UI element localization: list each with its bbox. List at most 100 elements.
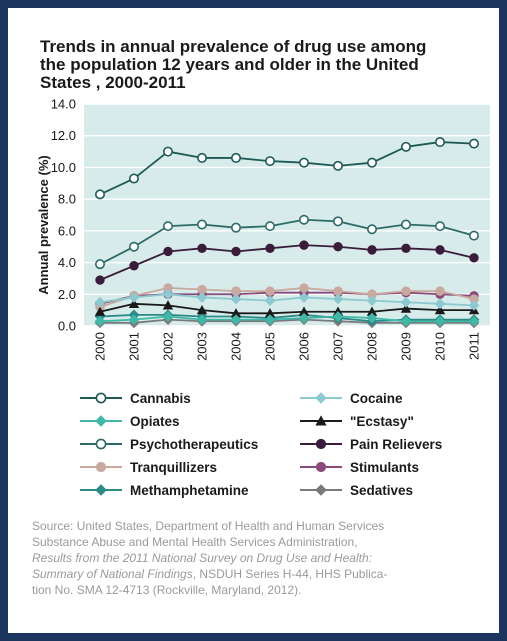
data-point [265, 221, 276, 232]
data-point [95, 275, 105, 285]
data-point [197, 219, 208, 230]
data-point [163, 221, 174, 232]
data-point [366, 312, 378, 324]
legend-item: Cannabis [78, 388, 191, 408]
data-point [366, 306, 378, 316]
data-point [231, 246, 241, 257]
series-line [100, 318, 474, 324]
data-point [162, 288, 174, 300]
data-point [299, 240, 309, 250]
data-point [162, 311, 174, 322]
legend-item: Cocaine [298, 388, 403, 408]
legend-label: Cannabis [130, 390, 191, 406]
data-point [400, 315, 412, 327]
series-line [99, 315, 474, 323]
data-point [196, 304, 208, 315]
x-tick-label: 2001 [127, 332, 142, 361]
y-tick-label: 0.0 [58, 319, 76, 334]
x-tick-label: 2008 [365, 332, 380, 361]
data-point [400, 303, 412, 313]
series-line [99, 302, 474, 315]
legend-marker [315, 461, 327, 473]
data-point [435, 286, 445, 296]
y-tick-label: 14.0 [51, 97, 76, 112]
source-line: Source: United States, Department of Hea… [32, 519, 385, 533]
data-point [468, 230, 479, 241]
legend-item: Pain Relievers [298, 434, 442, 454]
data-point [230, 308, 242, 318]
data-point [332, 216, 343, 227]
data-point [469, 253, 479, 263]
legend-item: Sedatives [298, 480, 413, 500]
data-point [128, 292, 140, 303]
title-line: the population 12 years and older in the… [40, 55, 419, 74]
legend-marker [315, 415, 327, 426]
legend-marker [95, 484, 107, 496]
data-point [230, 314, 242, 326]
source-note: Source: United States, Department of Hea… [32, 518, 502, 598]
title-line: Trends in annual prevalence of drug use … [40, 37, 427, 56]
legend-label: Opiates [130, 413, 180, 429]
data-point [231, 222, 242, 233]
legend-label: Sedatives [350, 482, 414, 498]
series-ecstasy [94, 298, 480, 318]
legend-item: Tranquillizers [78, 457, 217, 477]
data-point [94, 296, 106, 308]
legend-label: Tranquillizers [130, 459, 218, 475]
data-point [401, 243, 411, 254]
data-point [128, 298, 140, 308]
legend-swatch [80, 438, 122, 450]
data-point [468, 138, 479, 149]
series-line [99, 293, 475, 307]
x-tick-label: 2010 [433, 332, 448, 361]
data-point [230, 293, 242, 305]
data-point [129, 261, 139, 271]
data-point [298, 157, 309, 168]
data-point [128, 314, 140, 326]
y-tick-label: 8.0 [58, 192, 76, 207]
data-point [94, 315, 106, 327]
data-point [434, 221, 445, 232]
data-point [129, 241, 140, 252]
legend-label: Cocaine [350, 390, 403, 406]
legend-label: Stimulants [350, 459, 420, 475]
data-point [434, 304, 446, 315]
series-pain-relievers [95, 240, 479, 285]
data-point [196, 292, 208, 303]
legend-marker [315, 438, 327, 450]
legend-label: "Ecstasy" [350, 413, 414, 429]
data-point [298, 312, 310, 324]
y-axis-label: Annual prevalence (%) [36, 155, 51, 294]
data-point [401, 286, 411, 296]
legend-swatch [80, 484, 122, 496]
data-point [468, 300, 480, 311]
x-tick-label: 2007 [331, 332, 346, 361]
data-point [299, 283, 309, 293]
series-line [99, 287, 475, 308]
legend-item: Stimulants [298, 457, 419, 477]
x-tick-label: 2000 [93, 332, 108, 361]
data-point [298, 214, 309, 225]
data-point [434, 137, 445, 148]
y-tick-label: 10.0 [51, 160, 76, 175]
legend-swatch [80, 461, 122, 473]
data-point [332, 160, 343, 171]
data-point [162, 300, 174, 310]
data-point [264, 308, 276, 318]
x-tick-label: 2009 [399, 332, 414, 361]
legend-item: "Ecstasy" [298, 411, 414, 431]
legend-marker [95, 438, 107, 450]
data-point [434, 315, 446, 327]
x-tick-label: 2002 [161, 332, 176, 361]
data-point [264, 295, 276, 306]
legend-swatch [300, 438, 342, 450]
data-point [231, 152, 242, 163]
data-point [367, 245, 377, 255]
legend-label: Pain Relievers [350, 436, 443, 452]
x-tick-label: 2011 [467, 332, 482, 360]
legend-swatch [300, 415, 342, 426]
series-psychotherapeutics [94, 214, 479, 270]
data-point [265, 156, 276, 167]
legend-swatch [80, 392, 122, 404]
data-point [332, 293, 344, 305]
